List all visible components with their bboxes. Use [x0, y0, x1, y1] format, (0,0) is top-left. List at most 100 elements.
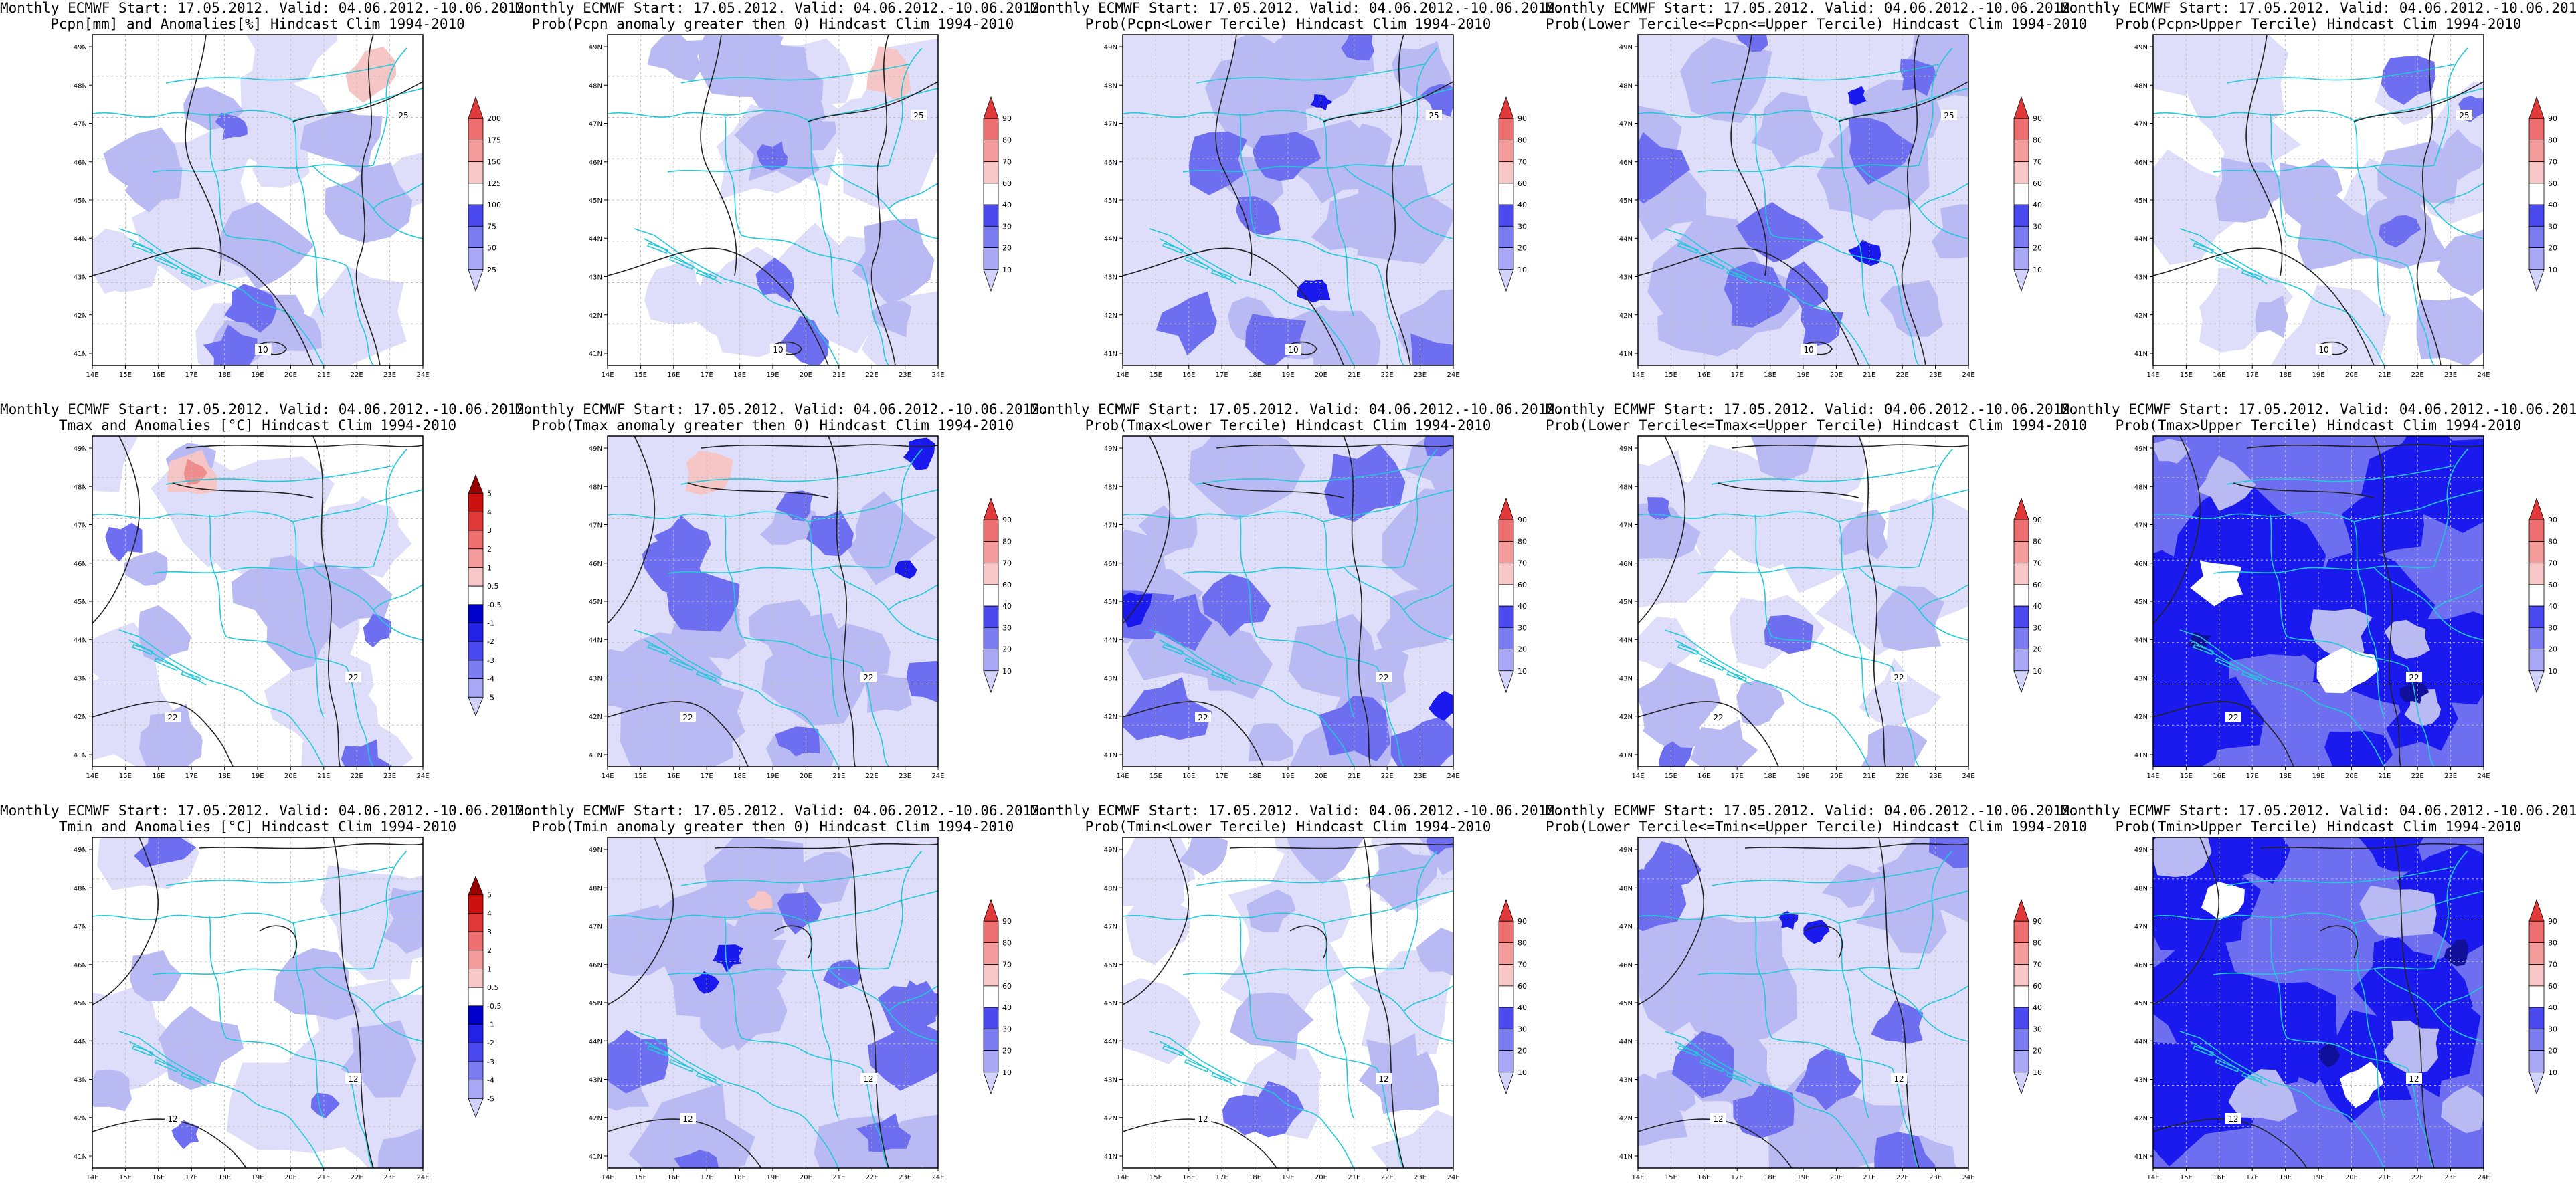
climatology-contours	[608, 436, 938, 767]
shading-region	[2153, 939, 2237, 1060]
colorbar-segment	[983, 1072, 999, 1095]
panel-title-line1: Monthly ECMWF Start: 17.05.2012. Valid: …	[515, 803, 1048, 819]
longitude-tick-label: 16E	[1697, 773, 1710, 780]
positive-anomaly-region	[345, 47, 397, 103]
longitude-tick-label: 23E	[899, 773, 911, 780]
contour-label: 22	[1198, 713, 1208, 722]
colorbar-segment	[468, 511, 484, 531]
colorbar-legend: 200 175 150 125 100 75 50 25	[468, 96, 501, 292]
longitude-tick-label: 24E	[2477, 773, 2490, 780]
colorbar-segment	[2528, 584, 2545, 607]
colorbar-segment	[2013, 605, 2029, 628]
shading-region	[2213, 837, 2291, 884]
latitude-tick-label: 44N	[74, 1038, 87, 1045]
colorbar-label: 10	[1517, 266, 1527, 274]
colorbar-segment	[983, 670, 999, 694]
colorbar-label: -5	[487, 1094, 494, 1103]
positive-anomaly-region	[183, 458, 207, 485]
latitude-tick-label: 48N	[1104, 484, 1117, 491]
contour-label: 10	[2318, 345, 2328, 355]
colorbar-label: -3	[487, 1058, 494, 1066]
colorbar-legend: 5 4 3 2 1 0.5 -0.5 -1 -2 -3 -4 -5	[468, 474, 501, 717]
panel-title-line1: Monthly ECMWF Start: 17.05.2012. Valid: …	[1546, 0, 2079, 16]
longitude-tick-label: 17E	[1731, 773, 1744, 780]
colorbar-label: 80	[1002, 537, 1012, 546]
colorbar-label: 80	[1517, 136, 1527, 144]
colorbar-label: 70	[1517, 158, 1527, 167]
shading-region	[1658, 741, 1693, 767]
latitude-tick-label: 41N	[1619, 350, 1633, 358]
colorbar-label: 40	[1517, 602, 1527, 611]
colorbar-segment	[1498, 541, 1514, 564]
climatology-contours	[1638, 837, 1968, 1168]
longitude-tick-label: 14E	[601, 371, 614, 379]
colorbar-label: -0.5	[487, 601, 501, 609]
colorbar-label: 80	[2548, 938, 2557, 947]
latitude-tick-label: 47N	[589, 924, 602, 931]
colorbar-segment	[2013, 541, 2029, 564]
colorbar-legend: 90 80 70 60 40 30 20 10	[983, 898, 1012, 1095]
shading-region	[680, 679, 745, 746]
shading-region	[224, 284, 278, 333]
latitude-tick-label: 46N	[589, 561, 602, 568]
longitude-tick-label: 16E	[2213, 371, 2225, 379]
longitude-tick-label: 15E	[634, 371, 647, 379]
latitude-tick-label: 41N	[589, 752, 602, 759]
colorbar-label: 90	[1002, 114, 1012, 123]
longitude-tick-label: 24E	[931, 371, 944, 379]
colorbar-segment	[1498, 920, 1514, 943]
longitude-tick-label: 23E	[1414, 773, 1427, 780]
colorbar-label: 70	[1517, 961, 1527, 969]
contour-label: 12	[682, 1114, 693, 1124]
contour-label: 10	[1803, 345, 1813, 355]
latitude-tick-label: 44N	[74, 637, 87, 644]
colorbar-segment	[2528, 519, 2545, 542]
longitude-tick-label: 18E	[733, 773, 746, 780]
longitude-tick-label: 16E	[1697, 1174, 1710, 1181]
colorbar-segment	[2013, 96, 2029, 119]
colorbar-segment	[2013, 627, 2029, 649]
map-figure: 12 12 14E 15E 16E 17E 18E 19E 20E 21E 22E 23E 24E 41N…	[1619, 837, 2042, 1181]
colorbar-label: 40	[2548, 1003, 2557, 1012]
colorbar-segment	[983, 985, 999, 1008]
shading-region	[1859, 658, 1942, 728]
longitude-tick-label: 15E	[2180, 371, 2193, 379]
colorbar-segment	[2013, 898, 2029, 922]
shading-region	[775, 490, 814, 522]
latitude-tick-label: 47N	[1619, 522, 1633, 530]
longitude-tick-label: 16E	[1697, 371, 1710, 379]
positive-anomaly-region	[747, 891, 773, 910]
shading-region	[692, 971, 720, 994]
panel-title-line1: Monthly ECMWF Start: 17.05.2012. Valid: …	[2061, 401, 2576, 417]
longitude-tick-label: 23E	[383, 773, 396, 780]
latitude-tick-label: 44N	[1619, 637, 1633, 644]
shading-region	[130, 950, 182, 1001]
longitude-tick-label: 16E	[667, 773, 680, 780]
longitude-tick-label: 22E	[1381, 1174, 1394, 1181]
shading-region	[2416, 296, 2484, 365]
longitude-tick-label: 21E	[2378, 371, 2391, 379]
graticule	[2153, 837, 2484, 1168]
longitude-tick-label: 22E	[1896, 773, 1909, 780]
map-area: 25 10 14E 15E 16E 17E 18E 19E 20E 21E 22E 23E 24E 41N…	[1104, 34, 1460, 379]
shading-region	[1735, 35, 1768, 52]
shading-region	[1341, 35, 1374, 61]
latitude-tick-label: 45N	[589, 197, 602, 205]
shading-region	[1252, 132, 1321, 181]
longitude-tick-label: 18E	[1249, 773, 1261, 780]
colorbar-label: -3	[487, 656, 494, 665]
shading-region	[2255, 295, 2289, 338]
shading-region	[1638, 132, 1691, 204]
shading-region	[1222, 35, 1294, 91]
colorbar-segment	[1498, 563, 1514, 585]
longitude-tick-label: 21E	[1348, 371, 1360, 379]
colorbar-label: 10	[1002, 266, 1012, 274]
colorbar-segment	[2528, 605, 2545, 628]
longitude-tick-label: 21E	[317, 773, 330, 780]
map-area: 25 10 14E 15E 16E 17E 18E 19E 20E 21E 22E 23E 24E 41N…	[74, 34, 430, 379]
colorbar-segment	[2528, 563, 2545, 585]
latitude-tick-label: 48N	[2134, 484, 2148, 491]
colorbar-segment	[2528, 942, 2545, 965]
colorbar-label: 20	[2033, 645, 2042, 654]
latitude-tick-label: 46N	[74, 561, 87, 568]
